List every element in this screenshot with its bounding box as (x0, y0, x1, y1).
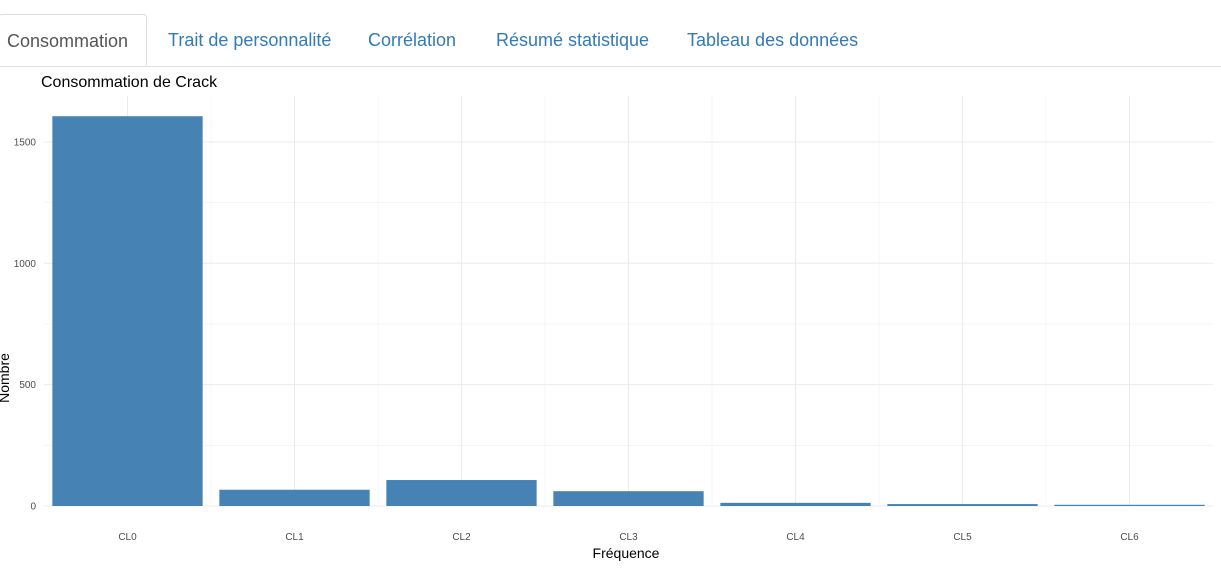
x-tick-layer: CL0 CL1 CL2 CL3 CL4 CL5 CL6 (118, 532, 1139, 543)
bar-cl3 (553, 491, 704, 506)
tab-resume-statistique[interactable]: Résumé statistique (496, 14, 649, 66)
y-tick-label: 1000 (14, 259, 37, 270)
x-tick-label: CL2 (452, 532, 471, 543)
tab-consommation[interactable]: Consommation (0, 14, 148, 66)
tab-bar: Consommation Trait de personnalité Corré… (0, 14, 1221, 67)
bar-layer (52, 116, 1205, 506)
tab-label: Tableau des données (687, 30, 859, 50)
tab-label: Corrélation (368, 30, 457, 50)
x-tick-label: CL3 (619, 532, 638, 543)
x-tick-label: CL0 (118, 532, 137, 543)
grid-layer (44, 96, 1213, 507)
y-tick-layer: 0 500 1000 1500 (14, 137, 37, 512)
x-tick-label: CL5 (953, 532, 972, 543)
y-axis-title: Nombre (0, 353, 12, 403)
bar-cl1 (219, 489, 370, 506)
bar-cl0 (52, 116, 203, 506)
tab-correlation[interactable]: Corrélation (368, 14, 456, 66)
x-axis-title: Fréquence (593, 545, 660, 561)
tab-label: Résumé statistique (496, 30, 650, 50)
bar-cl2 (386, 480, 537, 506)
tab-trait-de-personnalite[interactable]: Trait de personnalité (168, 14, 331, 66)
bar-cl5 (887, 504, 1038, 506)
x-tick-label: CL6 (1120, 532, 1139, 543)
tab-label: Trait de personnalité (168, 30, 332, 50)
y-tick-label: 1500 (14, 137, 37, 148)
y-tick-label: 500 (19, 380, 36, 391)
bar-cl6 (1054, 504, 1205, 506)
x-tick-label: CL4 (786, 532, 805, 543)
x-tick-label: CL1 (285, 532, 304, 543)
y-tick-label: 0 (30, 502, 36, 513)
tab-tableau-des-donnees[interactable]: Tableau des données (687, 14, 858, 66)
bar-cl4 (720, 502, 871, 506)
chart-title: Consommation de Crack (41, 74, 218, 91)
tab-label: Consommation (7, 31, 129, 51)
